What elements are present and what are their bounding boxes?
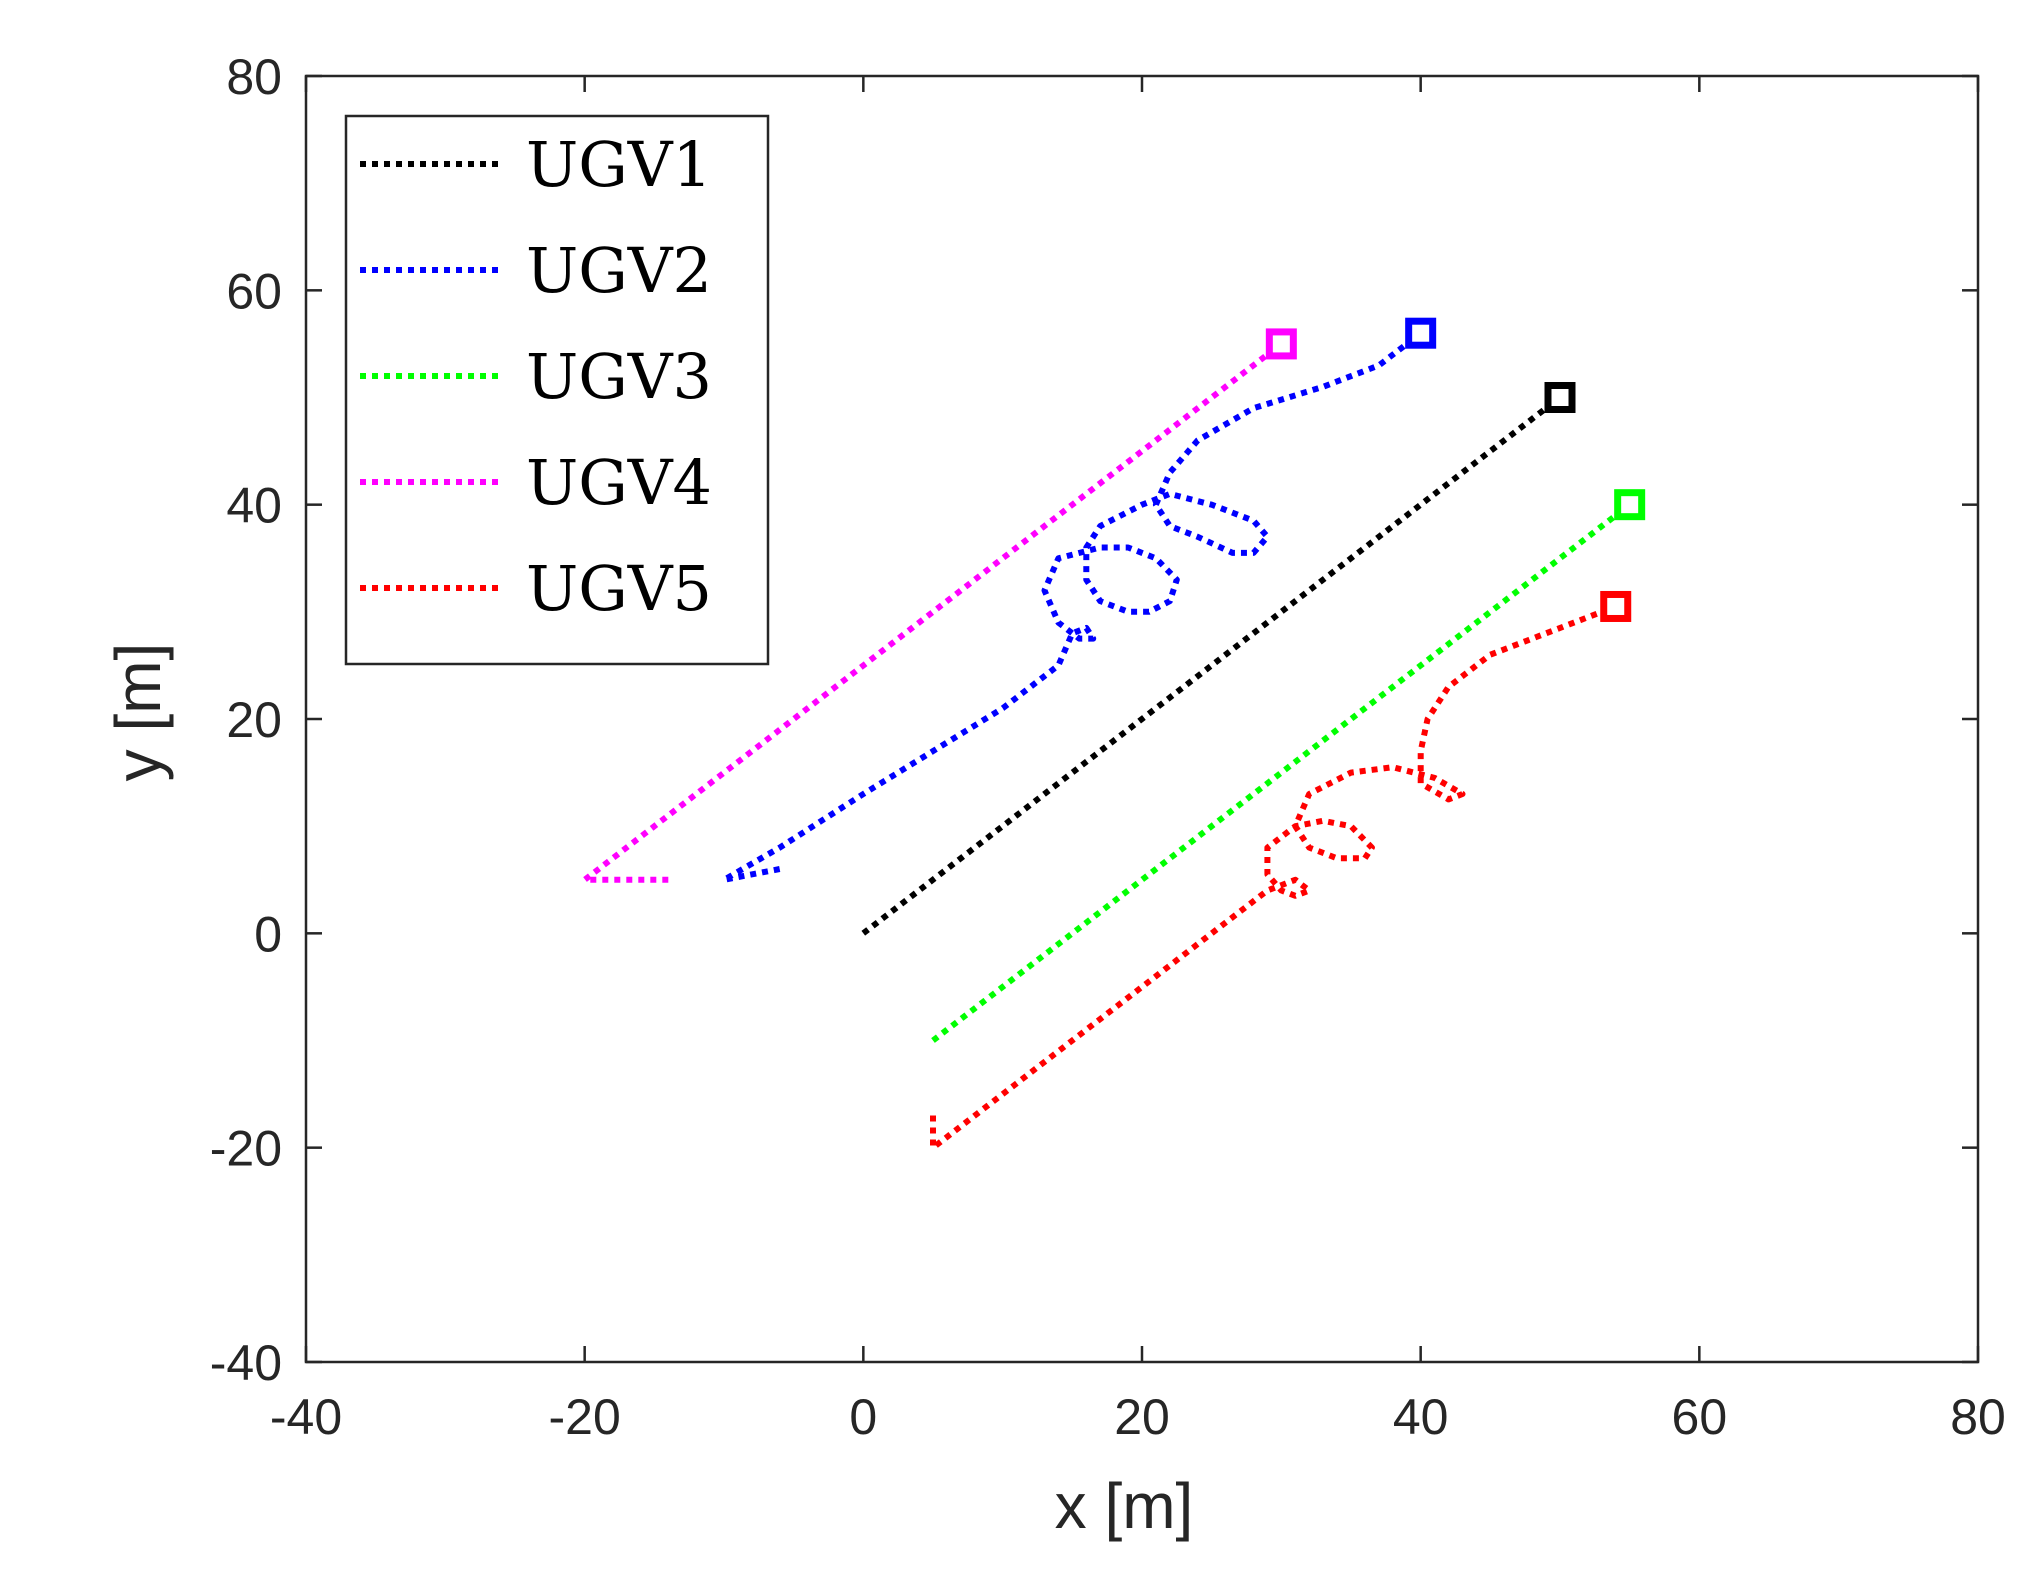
x-axis-label: x [m]	[1055, 1470, 1194, 1542]
legend-label-ugv3: UGV3	[526, 340, 712, 413]
y-tick-label: -20	[210, 1121, 282, 1177]
end-marker-ugv1	[1544, 382, 1576, 413]
legend-box	[344, 114, 770, 666]
end-marker-ugv4	[1265, 328, 1297, 360]
series-line-ugv1	[861, 395, 1562, 936]
legend-label-ugv4: UGV4	[526, 446, 712, 519]
legend-label-ugv1: UGV1	[526, 128, 712, 201]
series-line-ugv5	[930, 603, 1617, 1151]
y-tick-label: 60	[226, 263, 282, 319]
series-layer	[581, 317, 1646, 1151]
end-marker-ugv3	[1614, 489, 1646, 521]
y-tick-label: 80	[226, 49, 282, 105]
y-tick-label: 20	[226, 692, 282, 748]
x-tick-label: 0	[849, 1389, 877, 1445]
x-tick-label: 20	[1114, 1389, 1170, 1445]
tick-group: -40 -20 0 20 40 60 80 -40 -20 0 20 40 60 80	[210, 49, 2006, 1445]
end-marker-ugv2	[1405, 317, 1437, 349]
y-tick-label: -40	[210, 1335, 282, 1391]
x-tick-label: 40	[1393, 1389, 1449, 1445]
x-tick-label: -20	[549, 1389, 621, 1445]
legend: UGV1 UGV2 UGV3 UGV4 UGV5	[344, 114, 770, 666]
x-tick-label: 80	[1950, 1389, 2006, 1445]
x-tick-label: -40	[270, 1389, 342, 1445]
legend-label-ugv5: UGV5	[526, 552, 712, 625]
series-line-ugv3	[931, 502, 1632, 1043]
end-marker-ugv5	[1600, 590, 1632, 622]
legend-label-ugv2: UGV2	[526, 234, 712, 307]
x-tick-label: 60	[1672, 1389, 1728, 1445]
y-axis-label: y [m]	[102, 643, 174, 782]
y-tick-label: 40	[226, 478, 282, 534]
y-tick-label: 0	[254, 906, 282, 962]
series-line-ugv4	[581, 341, 1284, 883]
